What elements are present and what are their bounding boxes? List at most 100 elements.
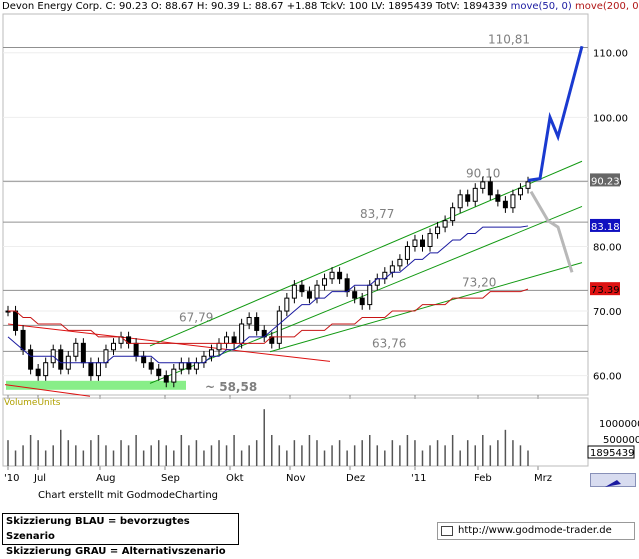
candle-body [306, 291, 312, 299]
candle-body [450, 207, 456, 222]
volume-tick-label: 10000000 [599, 419, 639, 430]
candle-body [337, 271, 343, 280]
candle-body [517, 187, 523, 196]
candle-body [28, 349, 34, 370]
candle-body [329, 271, 335, 280]
candle-body [472, 187, 478, 202]
scroll-button[interactable] [590, 473, 636, 487]
candle-body [231, 336, 237, 344]
x-tick-label: Nov [286, 473, 306, 484]
candle-body [178, 362, 184, 370]
ma50-line [7, 225, 529, 364]
candle-body [35, 368, 41, 377]
candle-body [58, 349, 64, 370]
candle-body [397, 258, 403, 267]
candle-body [525, 181, 531, 189]
candle-body [465, 194, 471, 202]
x-tick-label: Jul [33, 473, 46, 484]
candle-body [352, 291, 358, 299]
y-tick-label: 110.00 [593, 49, 628, 60]
candle-body [156, 368, 162, 377]
legend-grey: Skizzierung GRAU = Alternativszenario [6, 546, 226, 557]
candle-body [457, 194, 463, 209]
y-tick-label: 70.00 [593, 307, 622, 318]
security-name: Devon Energy Corp. [2, 1, 103, 12]
candle-body [299, 284, 305, 293]
scenario-blue-path [527, 45, 584, 182]
x-tick-label: Sep [161, 473, 180, 484]
candle-body [487, 181, 493, 196]
candle-body [73, 342, 79, 357]
candle-body [216, 342, 222, 351]
support-zone [6, 380, 186, 390]
candle-body [291, 284, 297, 299]
candle-body [171, 368, 177, 383]
x-tick-label: '11 [411, 473, 426, 484]
arrow-icon [605, 480, 621, 487]
x-tick-label: '10 [4, 473, 19, 484]
candle-body [43, 362, 49, 377]
y-tick-label: 100.00 [593, 113, 628, 124]
globe-icon [441, 526, 453, 536]
plot-frame [2, 13, 589, 396]
candle-body [404, 245, 410, 260]
candle-body [284, 297, 290, 312]
last-price-tag-text: 90.23 [591, 176, 620, 187]
downtrend-lower-line [4, 384, 91, 397]
volume-last-tag-text: 1895439 [590, 448, 635, 459]
candle-body [193, 362, 199, 370]
downtrend-line [7, 323, 331, 362]
volume-last-tag [587, 445, 635, 459]
candle-body [111, 342, 117, 351]
candle-body [322, 278, 328, 286]
channel-upper-line [149, 160, 583, 347]
candle-body [495, 194, 501, 202]
level-label: 63,76 [372, 336, 406, 350]
level-label: 110,81 [488, 33, 530, 47]
candle-body [13, 310, 19, 331]
candle-body [208, 349, 214, 357]
candle-body [389, 265, 395, 273]
candle-body [148, 362, 154, 370]
candle-body [141, 355, 147, 364]
x-tick-label: Dez [346, 473, 365, 484]
chart-header: Devon Energy Corp. C: 90.23 O: 88.67 H: … [2, 1, 639, 12]
candle-body [480, 181, 486, 189]
website-url: http://www.godmode-trader.de [458, 525, 612, 536]
level-label: 90,10 [466, 166, 500, 180]
candle-body [254, 317, 260, 331]
channel-lower-line [149, 205, 583, 384]
ma200-tag-text: 73.39 [591, 285, 620, 296]
candle-body [427, 233, 433, 247]
candle-body [502, 200, 508, 209]
volume-frame [2, 397, 589, 467]
y-tick-label: 80.00 [593, 242, 622, 253]
level-label: 73,20 [462, 275, 496, 289]
ma50-tag [590, 218, 620, 232]
volume-label: VolumeUnits [4, 398, 61, 408]
candle-body [367, 284, 373, 306]
candle-body [442, 220, 448, 228]
candle-body [224, 336, 230, 344]
x-tick-label: Aug [96, 473, 116, 484]
y-tick-label: 60.00 [593, 372, 622, 383]
website-link[interactable]: http://www.godmode-trader.de [437, 522, 635, 540]
support-trend-line [269, 262, 583, 353]
ma200-label: move(200, 0) [574, 1, 639, 12]
chart-credit: Chart erstellt mit GodmodeCharting [38, 490, 218, 501]
scenario-grey-path [529, 190, 574, 273]
candle-body [344, 278, 350, 293]
candle-body [163, 375, 169, 383]
candle-body [103, 349, 109, 364]
ma200-line [8, 288, 529, 344]
candle-body [510, 194, 516, 209]
candle-body [246, 317, 252, 325]
level-label: 67,79 [179, 310, 213, 324]
ma200-tag [590, 282, 620, 296]
ma50-label: move(50, 0) [510, 1, 572, 12]
legend-blue: Skizzierung BLAU = bevorzugtes Szenario [6, 516, 190, 542]
scenario-legend: Skizzierung BLAU = bevorzugtes Szenario … [2, 513, 239, 557]
candle-body [95, 362, 101, 377]
candle-body [435, 226, 441, 235]
x-tick-label: Feb [474, 473, 492, 484]
